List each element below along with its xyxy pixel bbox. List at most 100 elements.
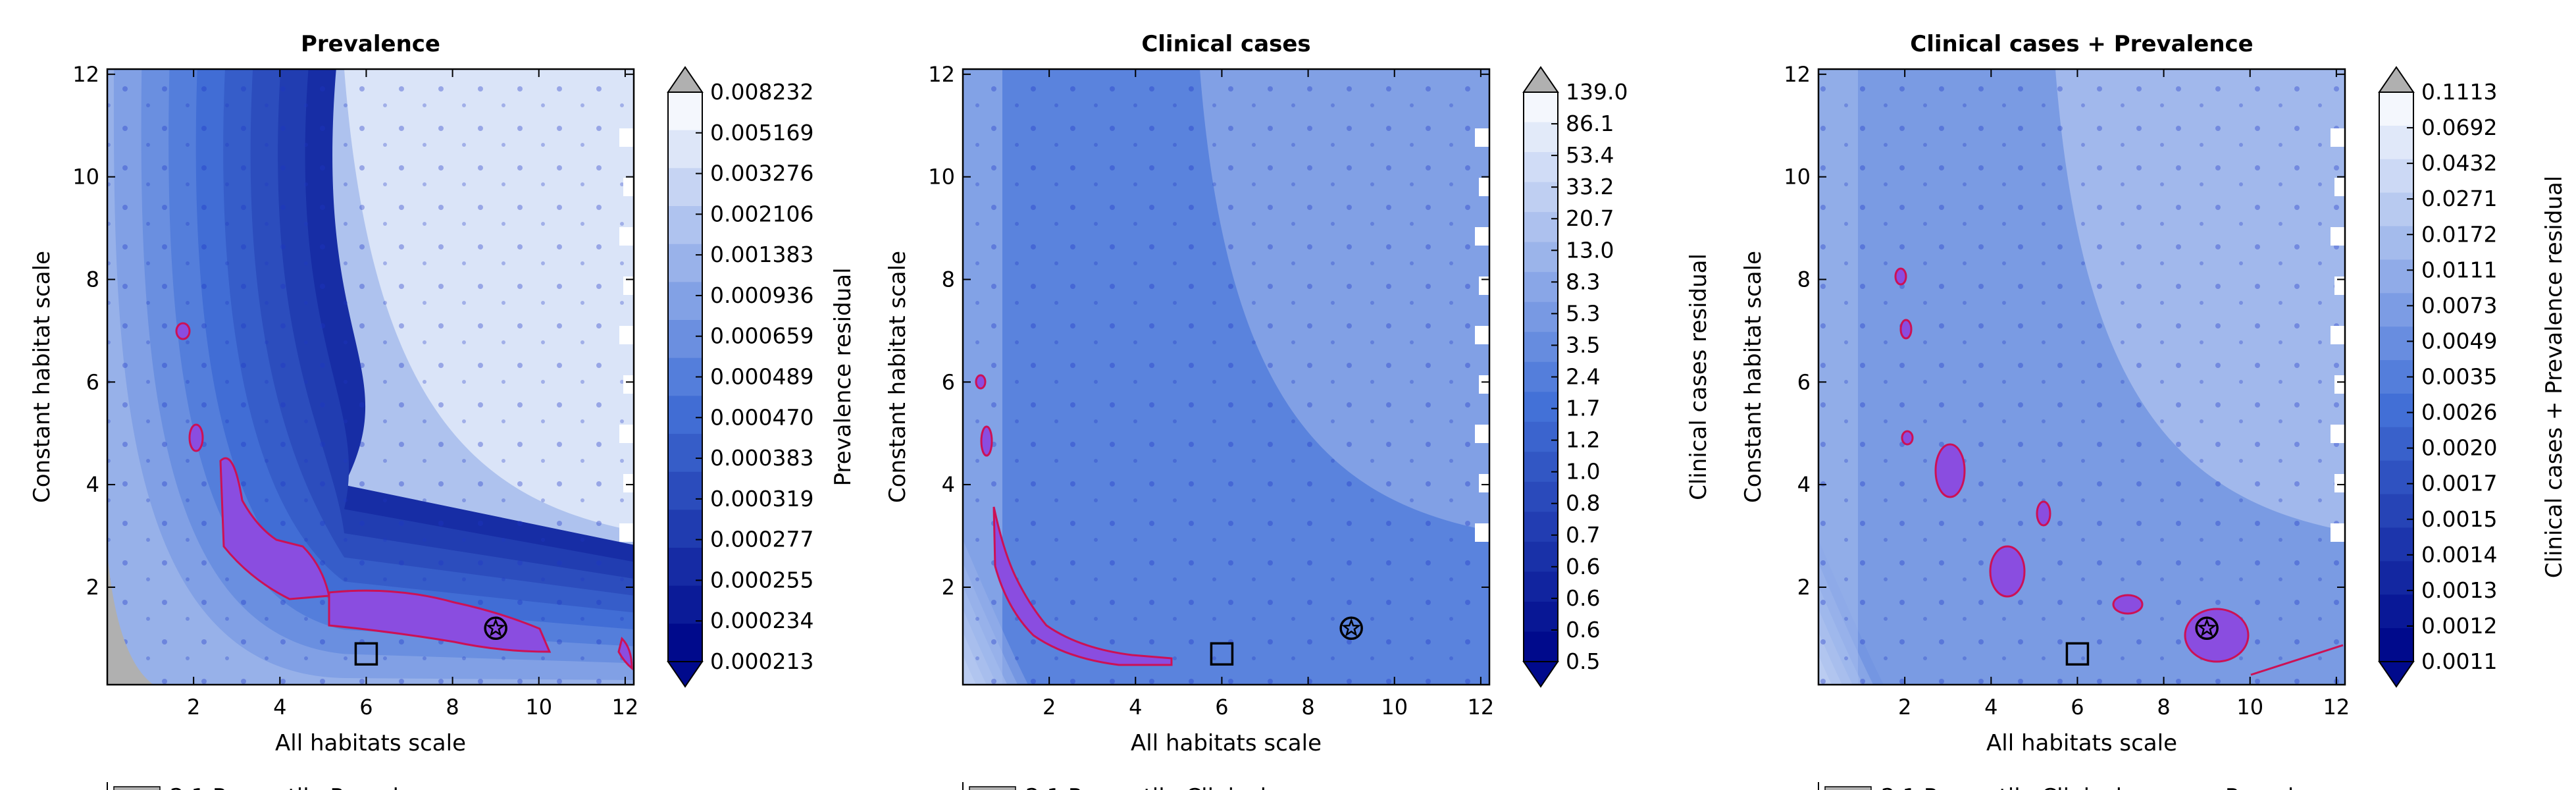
- x-tick-label: 12: [2323, 695, 2350, 720]
- colorbar-swatch: [1524, 242, 1558, 273]
- y-tick-label: 8: [942, 267, 955, 292]
- y-tick-label: 2: [86, 575, 99, 600]
- data-gap: [623, 474, 634, 492]
- highlight-region: [975, 374, 987, 390]
- y-axis-label: Constant habitat scale: [885, 251, 911, 503]
- data-gap: [623, 375, 634, 394]
- colorbar-swatch: [1524, 421, 1558, 452]
- x-tick-label: 12: [1468, 695, 1495, 720]
- colorbar-tick-label: 0.000319: [710, 486, 813, 512]
- data-gap: [1479, 375, 1489, 394]
- data-gap: [2334, 474, 2345, 492]
- colorbar-swatch: [2379, 393, 2413, 428]
- colorbar-label: Prevalence residual: [830, 267, 856, 486]
- highlight-region: [1894, 267, 1907, 286]
- colorbar-swatch: [2379, 427, 2413, 461]
- data-gap: [2331, 128, 2345, 147]
- star-marker: [486, 618, 506, 637]
- chart-title: Clinical cases: [1141, 31, 1310, 57]
- colorbar-tick-label: 13.0: [1566, 237, 1614, 263]
- colorbar-tick-label: 0.005169: [710, 120, 813, 145]
- colorbar-tick-label: 0.0111: [2421, 257, 2497, 282]
- y-tick-label: 2: [942, 575, 955, 600]
- colorbar-swatch: [2379, 494, 2413, 528]
- colorbar-under-triangle: [2378, 661, 2415, 688]
- x-tick-label: 4: [1129, 695, 1142, 720]
- colorbar-tick-label: 0.003276: [710, 161, 813, 186]
- axes-frame: [962, 68, 1491, 686]
- colorbar-tick-label: 20.7: [1566, 205, 1614, 231]
- chart-title: Clinical cases + Prevalence: [1910, 31, 2254, 57]
- star-marker: [2197, 618, 2217, 637]
- x-tick-label: 10: [2236, 695, 2263, 720]
- star-marker-ring: [2195, 616, 2219, 641]
- colorbar-swatch: [668, 623, 702, 662]
- colorbar-tick-label: 0.000255: [710, 567, 813, 592]
- square-marker: [2065, 642, 2090, 666]
- colorbar-tick-label: 0.000936: [710, 282, 813, 308]
- colorbar-swatch: [2379, 226, 2413, 260]
- data-gap: [1475, 227, 1489, 246]
- colorbar-swatch: [1524, 512, 1558, 542]
- y-tick-label: 4: [86, 472, 99, 497]
- colorbar-tick-label: 3.5: [1566, 332, 1600, 357]
- colorbar-tick-label: 8.3: [1566, 269, 1600, 294]
- x-tick-label: 8: [446, 695, 459, 720]
- y-tick-label: 10: [928, 165, 955, 190]
- colorbar-tick-label: 0.000234: [710, 608, 813, 633]
- legend-label: 2.1 Percentile Clinical cases + Prevalen…: [1881, 784, 2348, 790]
- y-tick-label: 10: [1784, 165, 1811, 190]
- colorbar-swatch: [2379, 192, 2413, 227]
- x-tick-label: 4: [1984, 695, 1997, 720]
- colorbar-tick-label: 0.0271: [2421, 186, 2497, 211]
- x-tick-label: 2: [187, 695, 200, 720]
- data-gap: [1479, 178, 1489, 196]
- x-tick-label: 10: [525, 695, 552, 720]
- colorbar-tick-label: 0.0015: [2421, 506, 2497, 532]
- x-tick-label: 6: [2071, 695, 2084, 720]
- colorbar-swatch: [668, 510, 702, 548]
- colorbar-swatch: [1524, 332, 1558, 363]
- colorbar-tick-label: 0.000489: [710, 364, 813, 390]
- data-gap: [619, 425, 634, 443]
- colorbar-over-triangle: [667, 66, 704, 93]
- colorbar-swatch: [2379, 259, 2413, 294]
- colorbar-over-triangle: [1522, 66, 1559, 93]
- highlight-region: [175, 322, 191, 340]
- colorbar-tick-label: 0.0073: [2421, 292, 2497, 318]
- highlight-region: [980, 425, 993, 457]
- data-gap: [2331, 425, 2345, 443]
- colorbar-swatch: [668, 585, 702, 624]
- data-gap: [1479, 276, 1489, 295]
- contour-field: [1818, 69, 2345, 685]
- contour-texture: [1818, 69, 2345, 685]
- colorbar-swatch: [2379, 293, 2413, 327]
- data-gap: [1475, 523, 1489, 542]
- highlight-region: [1899, 319, 1913, 340]
- colorbar-swatch: [668, 471, 702, 510]
- colorbar-swatch: [2379, 159, 2413, 194]
- colorbar-swatch: [2379, 561, 2413, 595]
- colorbar-swatch: [1524, 631, 1558, 662]
- legend-label: 2.1 Percentile Clinical cases: [1025, 784, 1337, 790]
- highlight-region: [2036, 500, 2051, 527]
- colorbar-tick-label: 0.0012: [2421, 613, 2497, 639]
- colorbar-tick-label: 2.4: [1566, 364, 1600, 390]
- colorbar-tick-label: 0.002106: [710, 201, 813, 226]
- data-gap: [2334, 178, 2345, 196]
- highlight-region: [992, 506, 1173, 666]
- colorbar-tick-label: 1.0: [1566, 459, 1600, 485]
- colorbar-swatch: [668, 206, 702, 245]
- data-gap: [2331, 523, 2345, 542]
- colorbar-swatch: [1524, 92, 1558, 123]
- colorbar-tick-label: 0.8: [1566, 490, 1600, 516]
- colorbar-tick-label: 0.000383: [710, 445, 813, 471]
- colorbar-swatch: [1524, 571, 1558, 602]
- colorbar-swatch: [668, 244, 702, 282]
- colorbar-swatch: [668, 168, 702, 207]
- y-axis-label: Constant habitat scale: [29, 251, 55, 503]
- colorbar-tick-label: 0.0011: [2421, 648, 2497, 674]
- colorbar-swatch: [668, 396, 702, 434]
- legend-label: 2.1 Percentile Prevalence: [170, 784, 453, 790]
